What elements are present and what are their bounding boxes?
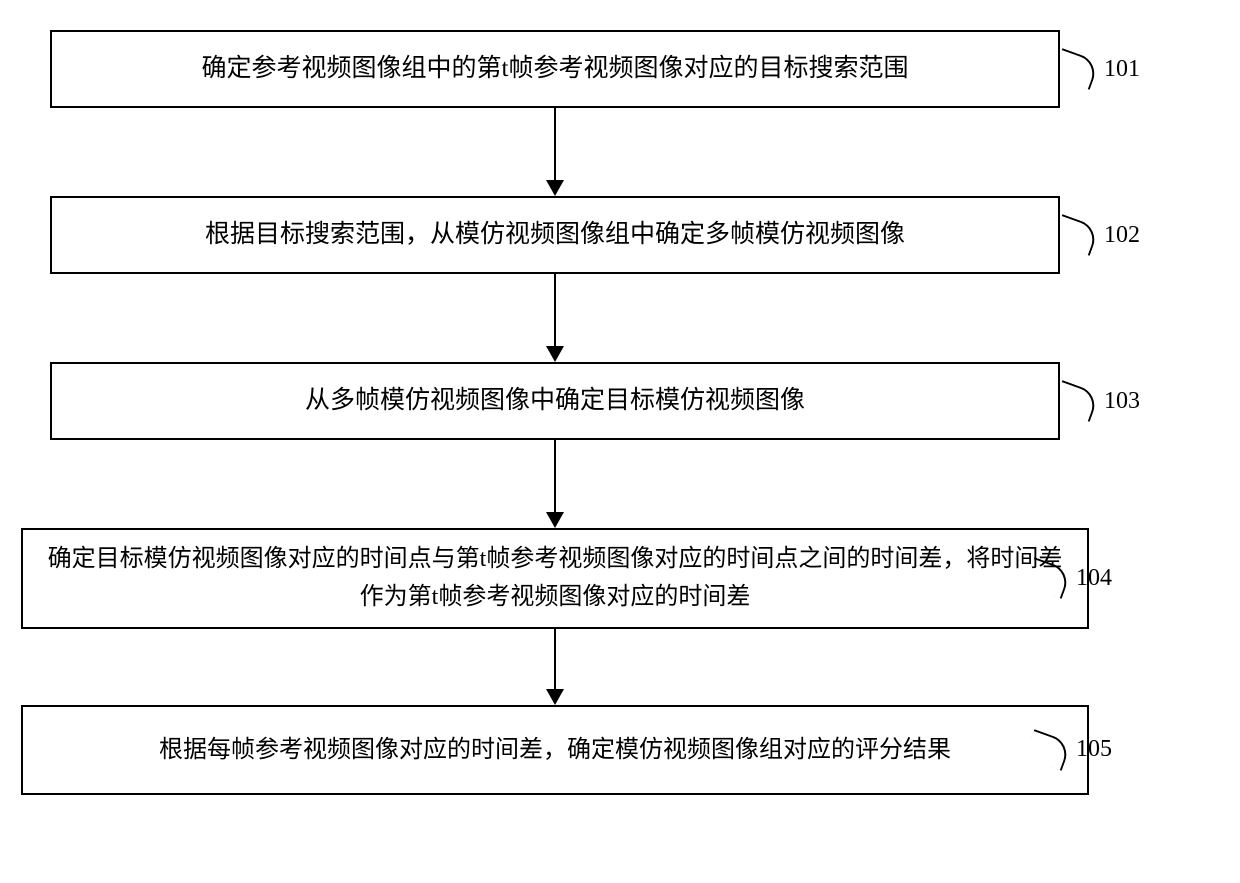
step-number: 104 — [1076, 565, 1112, 592]
step-row-101: 确定参考视频图像组中的第t帧参考视频图像对应的目标搜索范围101 — [50, 30, 1060, 108]
arrow-head — [546, 689, 564, 705]
curve-connector-icon — [1024, 729, 1072, 771]
step-text: 根据每帧参考视频图像对应的时间差，确定模仿视频图像组对应的评分结果 — [159, 731, 951, 769]
step-number: 101 — [1104, 56, 1140, 83]
step-text: 根据目标搜索范围，从模仿视频图像组中确定多帧模仿视频图像 — [205, 215, 905, 255]
step-label-103: 103 — [1056, 386, 1140, 416]
step-row-104: 确定目标模仿视频图像对应的时间点与第t帧参考视频图像对应的时间点之间的时间差，将… — [50, 528, 1060, 629]
step-box-101: 确定参考视频图像组中的第t帧参考视频图像对应的目标搜索范围 — [50, 30, 1060, 108]
step-row-103: 从多帧模仿视频图像中确定目标模仿视频图像103 — [50, 362, 1060, 440]
step-row-105: 根据每帧参考视频图像对应的时间差，确定模仿视频图像组对应的评分结果105 — [50, 705, 1060, 795]
curve-connector-icon — [1052, 380, 1100, 422]
arrow-line — [554, 274, 556, 346]
step-box-105: 根据每帧参考视频图像对应的时间差，确定模仿视频图像组对应的评分结果 — [21, 705, 1089, 795]
step-number: 102 — [1104, 222, 1140, 249]
arrow-head — [546, 512, 564, 528]
step-text: 确定目标模仿视频图像对应的时间点与第t帧参考视频图像对应的时间点之间的时间差，将… — [43, 540, 1067, 617]
curve-connector-icon — [1024, 557, 1072, 599]
step-label-105: 105 — [1028, 735, 1112, 765]
flowchart-container: 确定参考视频图像组中的第t帧参考视频图像对应的目标搜索范围101根据目标搜索范围… — [50, 30, 1190, 795]
step-number: 105 — [1076, 736, 1112, 763]
arrow-line — [554, 629, 556, 689]
arrow-down-icon — [50, 440, 1060, 528]
curve-connector-icon — [1052, 214, 1100, 256]
arrow-line — [554, 108, 556, 180]
step-label-102: 102 — [1056, 220, 1140, 250]
arrow-down-icon — [50, 274, 1060, 362]
arrow-down-icon — [50, 108, 1060, 196]
step-row-102: 根据目标搜索范围，从模仿视频图像组中确定多帧模仿视频图像102 — [50, 196, 1060, 274]
step-label-101: 101 — [1056, 54, 1140, 84]
step-text: 从多帧模仿视频图像中确定目标模仿视频图像 — [305, 381, 805, 421]
step-box-103: 从多帧模仿视频图像中确定目标模仿视频图像 — [50, 362, 1060, 440]
curve-connector-icon — [1052, 48, 1100, 90]
arrow-down-icon — [50, 629, 1060, 705]
arrow-head — [546, 346, 564, 362]
step-number: 103 — [1104, 388, 1140, 415]
step-box-104: 确定目标模仿视频图像对应的时间点与第t帧参考视频图像对应的时间点之间的时间差，将… — [21, 528, 1089, 629]
step-text: 确定参考视频图像组中的第t帧参考视频图像对应的目标搜索范围 — [202, 49, 909, 89]
arrow-head — [546, 180, 564, 196]
step-label-104: 104 — [1028, 563, 1112, 593]
step-box-102: 根据目标搜索范围，从模仿视频图像组中确定多帧模仿视频图像 — [50, 196, 1060, 274]
arrow-line — [554, 440, 556, 512]
